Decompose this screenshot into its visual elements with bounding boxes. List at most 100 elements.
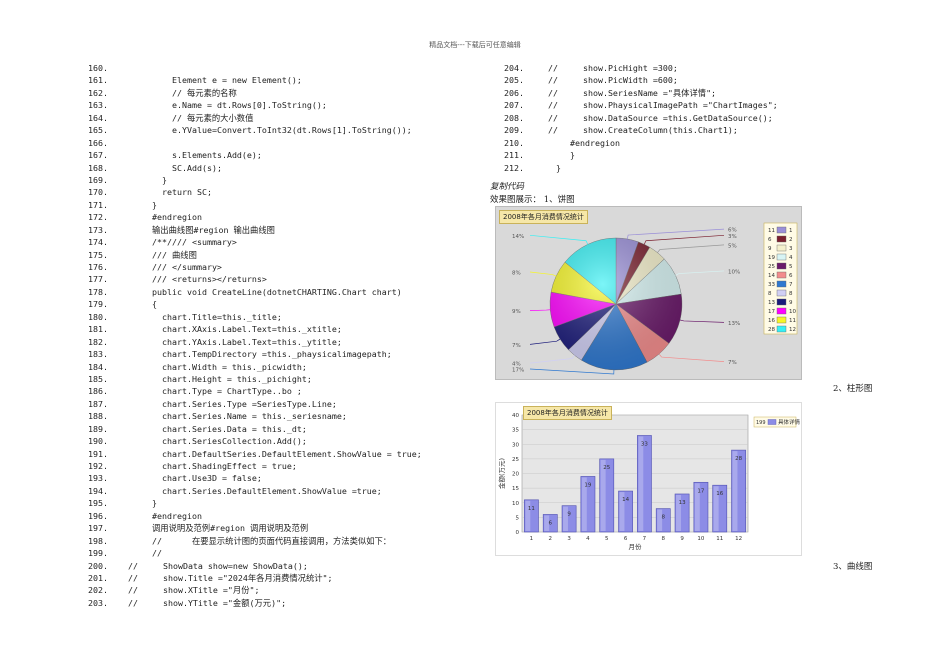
code-text: // — [152, 548, 162, 559]
line-number: 195. — [88, 498, 108, 509]
code-line: 186. chart.Type = ChartType..bo ; — [88, 385, 448, 397]
code-line: 203. // show.YTitle ="金额(万元)"; — [88, 597, 448, 609]
code-line: 184. chart.Width = this._picwidth; — [88, 361, 448, 373]
pie-pct-label: 10% — [728, 269, 740, 275]
code-line: 210. #endregion — [504, 137, 804, 149]
bar-highlight — [676, 494, 681, 531]
code-line: 177. /// <returns></returns> — [88, 273, 448, 285]
code-line: 187. chart.Series.Type =SeriesType.Line; — [88, 398, 448, 410]
code-line: 196. #endregion — [88, 510, 448, 522]
pie-legend-swatch — [776, 307, 787, 315]
bar-value-label: 11 — [528, 506, 535, 512]
pie-legend-value: 17 — [768, 309, 775, 315]
code-line: 174. /**//// <summary> — [88, 236, 448, 248]
pie-legend-swatch — [776, 325, 787, 333]
code-text: chart.Use3D = false; — [162, 473, 262, 484]
pie-legend-swatch — [776, 262, 787, 270]
pie-legend-swatch — [776, 244, 787, 252]
code-listing-right: 204. // show.PicHight =300; 205. // show.Pi… — [504, 62, 804, 174]
bar-value-label: 17 — [697, 488, 704, 494]
line-number: 209. — [504, 125, 524, 136]
code-text: chart.YAxis.Label.Text=this._ytitle; — [162, 336, 342, 347]
code-line: 178. public void CreateLine(dotnetCHARTIN… — [88, 286, 448, 298]
bar-highlight — [525, 500, 531, 531]
pie-legend-value: 8 — [768, 291, 772, 297]
pie-legend-label: 8 — [789, 291, 793, 297]
pie-label-leader — [627, 228, 725, 240]
pie-label-leader — [529, 355, 575, 364]
line-number: 207. — [504, 100, 524, 111]
code-line: 181. chart.XAxis.Label.Text=this._xtitle; — [88, 323, 448, 335]
code-text: // show.PicHight =300; — [548, 63, 678, 73]
code-line: 168. SC.Add(s); — [88, 162, 448, 174]
code-text: // 每元素的大小数值 — [172, 112, 254, 123]
bar-value-label: 28 — [735, 456, 742, 462]
bar-highlight — [694, 483, 700, 531]
pie-chart-panel: 6% 3% 5% 10% 13% 7% 17% 4% 7% 9% 8% 14% 11 1 6 2 9 3 19 4 25… — [495, 206, 802, 380]
bar-x-tick: 4 — [586, 536, 590, 542]
code-line: 175. /// 曲线图 — [88, 249, 448, 261]
pie-label-leader — [529, 271, 557, 277]
line-number: 162. — [88, 87, 108, 98]
pie-legend-swatch — [776, 280, 787, 288]
code-line: 202. // show.XTitle ="月份"; — [88, 584, 448, 596]
bar-section-label: 2、柱形图 — [833, 384, 873, 394]
line-number: 165. — [88, 125, 108, 136]
bar-value-label: 16 — [716, 491, 723, 497]
code-line: 204. // show.PicHight =300; — [504, 62, 804, 74]
code-line: 194. chart.Series.DefaultElement.ShowValu… — [88, 485, 448, 497]
pie-legend-swatch — [776, 253, 787, 261]
code-line: 208. // show.DataSource =this.GetDataSour… — [504, 112, 804, 124]
pie-pct-label: 7% — [728, 360, 737, 366]
line-number: 176. — [88, 262, 108, 272]
code-line: 193. chart.Use3D = false; — [88, 472, 448, 484]
code-text: 输出曲线图#region 输出曲线图 — [152, 224, 275, 235]
bar-highlight — [713, 486, 719, 531]
code-line: 169.} — [88, 174, 448, 186]
line-number: 203. — [88, 597, 108, 608]
code-text: // show.SeriesName ="具体详情"; — [548, 87, 717, 98]
code-text: { — [152, 299, 157, 310]
pie-legend-label: 5 — [789, 264, 793, 270]
pie-pct-label: 3% — [728, 234, 737, 240]
code-line: 189. chart.Series.Data = this._dt; — [88, 423, 448, 435]
bar-x-tick: 9 — [680, 536, 684, 542]
code-text: } — [152, 199, 157, 210]
bar-x-tick: 10 — [697, 536, 704, 542]
line-number: 202. — [88, 585, 108, 596]
bar-x-tick: 11 — [716, 536, 723, 542]
code-text: Element e = new Element(); — [172, 75, 302, 86]
code-line: 206. // show.SeriesName ="具体详情"; — [504, 87, 804, 99]
code-line: 198. // 在要显示统计图的页面代码直接调用，方法类似如下： — [88, 535, 448, 547]
copy-code-link[interactable]: 复制代码 — [490, 182, 525, 192]
code-text: chart.Series.Name = this._seriesname; — [162, 411, 347, 422]
bar-y-tick: 15 — [512, 486, 519, 492]
line-number: 169. — [88, 174, 108, 185]
bar-chart: 0510152025303540111629319425514633788139… — [497, 413, 801, 551]
code-line: 201. // show.Title ="2024年各月消费情况统计"; — [88, 572, 448, 584]
code-text: e.YValue=Convert.ToInt32(dt.Rows[1].ToSt… — [172, 125, 412, 136]
pie-pct-label: 9% — [512, 309, 521, 315]
code-text: return SC; — [162, 187, 212, 198]
line-number: 170. — [88, 187, 108, 198]
line-number: 204. — [504, 63, 524, 73]
pie-legend-value: 11 — [768, 228, 775, 234]
code-line: 176. /// </summary> — [88, 261, 448, 273]
pie-label-leader — [529, 309, 551, 311]
code-text: // 每元素的名称 — [172, 87, 237, 98]
pie-legend-label: 9 — [789, 300, 793, 306]
code-line: 183. chart.TempDirectory =this._phaysical… — [88, 348, 448, 360]
line-number: 190. — [88, 436, 108, 447]
bar — [655, 508, 671, 533]
pie-pct-label: 17% — [512, 368, 524, 374]
code-line: 185. chart.Height = this._pichight; — [88, 373, 448, 385]
code-line: 161. Element e = new Element(); — [88, 74, 448, 86]
code-line: 160. — [88, 62, 448, 74]
pie-label-leader — [679, 319, 725, 323]
code-text: /// </summary> — [152, 262, 222, 272]
pie-pct-label: 13% — [728, 321, 740, 327]
bar-legend-label: 具体详情 — [778, 418, 801, 426]
bar-x-tick: 1 — [530, 536, 534, 542]
code-line: 195.} — [88, 497, 448, 509]
pie-pct-label: 6% — [728, 228, 737, 234]
